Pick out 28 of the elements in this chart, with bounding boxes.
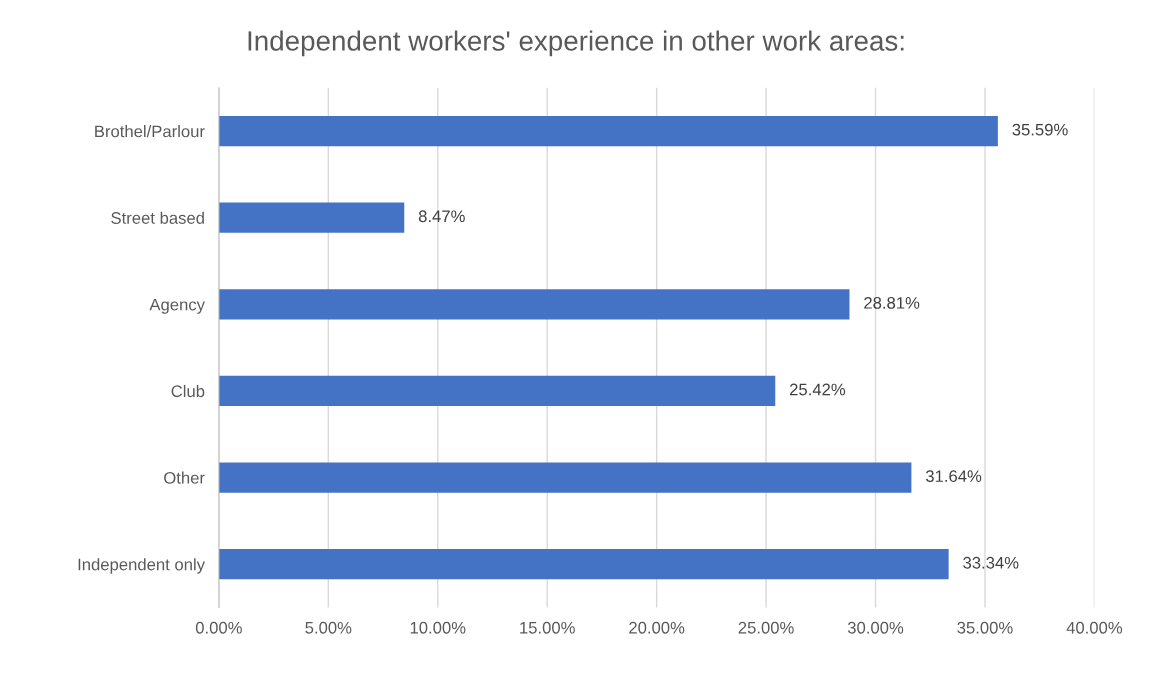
data-label: 35.59% [1012,123,1068,136]
data-label: 31.64% [925,470,982,483]
chart-title: Independent workers' experience in other work areas: [248,30,904,57]
y-tick-label: Brothel/Parlour [95,125,205,138]
x-tick-label: 20.00% [629,621,685,634]
bar [218,375,776,407]
x-tick-label: 35.00% [957,621,1013,634]
bar [218,462,912,493]
bar [218,549,949,580]
y-tick-label: Other [164,471,205,484]
x-tick-label: 30.00% [847,621,904,634]
x-tick-label: 10.00% [410,621,466,634]
x-tick-label: 0.00% [195,621,242,634]
x-tick-label: 5.00% [305,621,352,634]
x-tick-label: 25.00% [738,621,794,634]
y-tick-label: Independent only [78,558,205,574]
data-label: 33.34% [963,556,1019,569]
data-label: 28.81% [864,296,920,309]
data-label: 25.42% [790,383,846,396]
y-tick-label: Agency [149,298,205,314]
x-tick-label: 40.00% [1066,621,1123,634]
bar [218,289,850,320]
y-tick-label: Street based [111,211,204,224]
x-tick-label: 15.00% [520,621,575,634]
y-tick-label: Club [171,384,205,398]
bar [218,202,405,233]
bar [218,115,998,147]
data-label: 8.47% [418,210,465,223]
